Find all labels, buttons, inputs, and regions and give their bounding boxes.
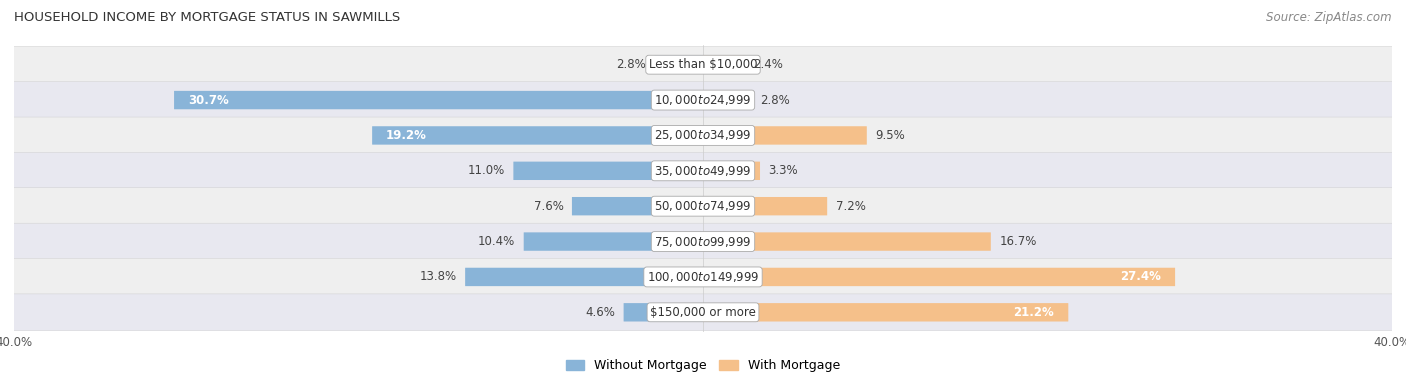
FancyBboxPatch shape bbox=[655, 55, 703, 74]
FancyBboxPatch shape bbox=[703, 162, 761, 180]
Text: $25,000 to $34,999: $25,000 to $34,999 bbox=[654, 129, 752, 143]
FancyBboxPatch shape bbox=[465, 268, 703, 286]
Text: 3.3%: 3.3% bbox=[769, 164, 799, 177]
Text: 21.2%: 21.2% bbox=[1014, 306, 1054, 319]
FancyBboxPatch shape bbox=[14, 152, 1392, 189]
FancyBboxPatch shape bbox=[14, 188, 1392, 225]
Text: Source: ZipAtlas.com: Source: ZipAtlas.com bbox=[1267, 11, 1392, 24]
Text: 10.4%: 10.4% bbox=[478, 235, 515, 248]
FancyBboxPatch shape bbox=[703, 268, 1175, 286]
FancyBboxPatch shape bbox=[14, 259, 1392, 295]
Text: 13.8%: 13.8% bbox=[419, 270, 457, 284]
FancyBboxPatch shape bbox=[513, 162, 703, 180]
Text: $10,000 to $24,999: $10,000 to $24,999 bbox=[654, 93, 752, 107]
FancyBboxPatch shape bbox=[703, 197, 827, 215]
FancyBboxPatch shape bbox=[703, 91, 751, 109]
Legend: Without Mortgage, With Mortgage: Without Mortgage, With Mortgage bbox=[561, 354, 845, 377]
Text: 27.4%: 27.4% bbox=[1121, 270, 1161, 284]
FancyBboxPatch shape bbox=[14, 223, 1392, 260]
Text: 7.2%: 7.2% bbox=[835, 200, 866, 213]
FancyBboxPatch shape bbox=[703, 126, 866, 145]
Text: Less than $10,000: Less than $10,000 bbox=[648, 58, 758, 71]
FancyBboxPatch shape bbox=[14, 82, 1392, 118]
FancyBboxPatch shape bbox=[14, 46, 1392, 83]
FancyBboxPatch shape bbox=[703, 303, 1069, 322]
Text: $50,000 to $74,999: $50,000 to $74,999 bbox=[654, 199, 752, 213]
Text: 16.7%: 16.7% bbox=[1000, 235, 1036, 248]
FancyBboxPatch shape bbox=[373, 126, 703, 145]
Text: 11.0%: 11.0% bbox=[468, 164, 505, 177]
FancyBboxPatch shape bbox=[703, 55, 745, 74]
Text: 9.5%: 9.5% bbox=[875, 129, 905, 142]
Text: $35,000 to $49,999: $35,000 to $49,999 bbox=[654, 164, 752, 178]
FancyBboxPatch shape bbox=[703, 232, 991, 251]
FancyBboxPatch shape bbox=[523, 232, 703, 251]
FancyBboxPatch shape bbox=[14, 294, 1392, 331]
Text: 30.7%: 30.7% bbox=[188, 93, 229, 107]
Text: $75,000 to $99,999: $75,000 to $99,999 bbox=[654, 234, 752, 248]
Text: 2.8%: 2.8% bbox=[616, 58, 647, 71]
FancyBboxPatch shape bbox=[624, 303, 703, 322]
Text: 19.2%: 19.2% bbox=[387, 129, 427, 142]
Text: 2.8%: 2.8% bbox=[759, 93, 790, 107]
FancyBboxPatch shape bbox=[174, 91, 703, 109]
Text: $150,000 or more: $150,000 or more bbox=[650, 306, 756, 319]
Text: 4.6%: 4.6% bbox=[585, 306, 616, 319]
Text: HOUSEHOLD INCOME BY MORTGAGE STATUS IN SAWMILLS: HOUSEHOLD INCOME BY MORTGAGE STATUS IN S… bbox=[14, 11, 401, 24]
FancyBboxPatch shape bbox=[572, 197, 703, 215]
FancyBboxPatch shape bbox=[14, 117, 1392, 154]
Text: 7.6%: 7.6% bbox=[534, 200, 564, 213]
Text: $100,000 to $149,999: $100,000 to $149,999 bbox=[647, 270, 759, 284]
Text: 2.4%: 2.4% bbox=[754, 58, 783, 71]
